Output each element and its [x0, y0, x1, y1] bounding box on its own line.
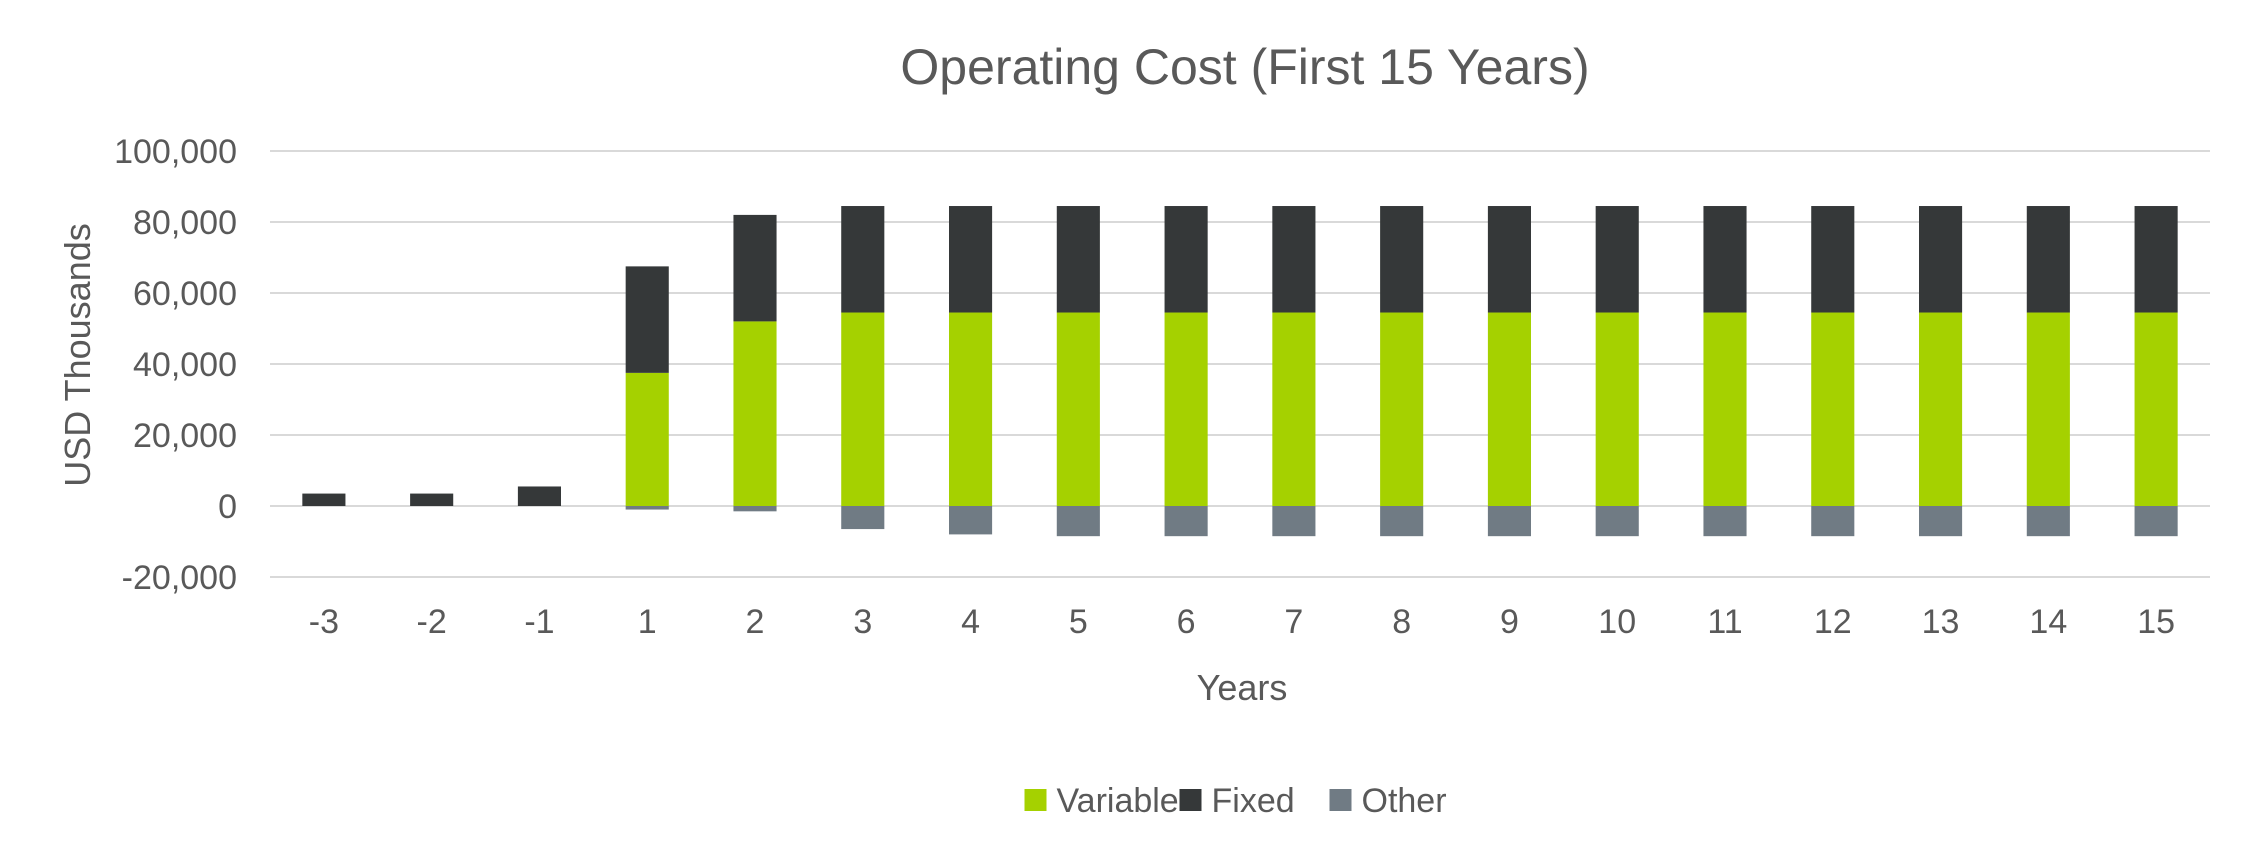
x-axis-ticks: -3 -2 -1 1 2 3 4 5 6 7 8 9 10 11 12 13 14 15 [309, 603, 2175, 641]
bar-variable [949, 312, 993, 506]
x-tick-label: 15 [2137, 603, 2175, 641]
legend-item-fixed: Fixed [1179, 782, 1295, 820]
bar-fixed [1272, 206, 1316, 313]
bars [302, 206, 2178, 537]
x-tick-label: 8 [1392, 603, 1411, 641]
bar-fixed [1703, 206, 1747, 313]
bar-variable [733, 321, 777, 506]
x-tick-label: 6 [1177, 603, 1196, 641]
chart-title: Operating Cost (First 15 Years) [900, 39, 1589, 95]
bar-other [949, 506, 993, 535]
x-tick-label: 12 [1814, 603, 1852, 641]
bar-fixed [733, 214, 777, 322]
gridlines [270, 150, 2210, 578]
bar-other [2134, 506, 2178, 537]
bar-fixed [2134, 206, 2178, 313]
bar-fixed [302, 493, 346, 506]
bar-fixed [949, 206, 993, 313]
bar-other [1272, 506, 1316, 537]
bar-other [1164, 506, 1208, 537]
x-tick-label: 3 [853, 603, 872, 641]
legend: Variable Fixed Other [1024, 782, 1447, 820]
legend-label: Variable [1057, 782, 1179, 820]
bar-fixed [1164, 206, 1208, 313]
x-tick-label: 13 [1922, 603, 1960, 641]
bar-variable [1056, 312, 1100, 506]
bar-variable [2026, 312, 2070, 506]
bar-other [2026, 506, 2070, 537]
bar-other [1595, 506, 1639, 537]
x-tick-label: -3 [309, 603, 339, 641]
x-tick-label: 7 [1284, 603, 1303, 641]
y-axis-ticks: -20,000 0 20,000 40,000 60,000 80,000 100,000 [114, 133, 237, 597]
bar-variable [1811, 312, 1855, 506]
bar-fixed [1056, 206, 1100, 313]
legend-swatch [1179, 789, 1202, 811]
bar-fixed [1487, 206, 1531, 313]
y-tick-label: 20,000 [133, 417, 237, 455]
bar-fixed [1595, 206, 1639, 313]
legend-item-other: Other [1329, 782, 1447, 820]
bar-other [1056, 506, 1100, 537]
y-tick-label: -20,000 [122, 559, 237, 597]
bar-variable [625, 372, 669, 506]
bar-variable [1272, 312, 1316, 506]
y-tick-label: 40,000 [133, 346, 237, 384]
y-tick-label: 100,000 [114, 133, 237, 171]
legend-item-variable: Variable [1024, 782, 1179, 820]
x-tick-label: 10 [1598, 603, 1636, 641]
x-tick-label: 4 [961, 603, 980, 641]
y-tick-label: 60,000 [133, 275, 237, 313]
legend-swatch [1024, 789, 1047, 811]
legend-label: Other [1362, 782, 1447, 820]
bar-variable [2134, 312, 2178, 506]
x-tick-label: -1 [524, 603, 554, 641]
legend-swatch [1329, 789, 1352, 811]
bar-fixed [410, 493, 454, 506]
x-tick-label: 2 [746, 603, 765, 641]
x-tick-label: -2 [417, 603, 447, 641]
bar-variable [1380, 312, 1424, 506]
bar-other [625, 506, 669, 510]
x-tick-label: 5 [1069, 603, 1088, 641]
bar-fixed [625, 266, 669, 373]
bar-other [841, 506, 885, 530]
y-tick-label: 0 [218, 488, 237, 526]
x-tick-label: 14 [2029, 603, 2067, 641]
legend-label: Fixed [1212, 782, 1295, 820]
x-tick-label: 11 [1707, 603, 1742, 641]
bar-other [1380, 506, 1424, 537]
bar-other [1811, 506, 1855, 537]
bar-fixed [841, 206, 885, 313]
bar-variable [1595, 312, 1639, 506]
x-tick-label: 1 [638, 603, 657, 641]
bar-variable [1919, 312, 1963, 506]
bar-other [1703, 506, 1747, 537]
bar-variable [1164, 312, 1208, 506]
x-axis-label: Years [1197, 667, 1288, 708]
y-tick-label: 80,000 [133, 204, 237, 242]
bar-variable [1703, 312, 1747, 506]
bar-variable [1487, 312, 1531, 506]
bar-other [733, 506, 777, 512]
bar-fixed [517, 486, 561, 506]
x-tick-label: 9 [1500, 603, 1519, 641]
bar-fixed [1811, 206, 1855, 313]
bar-fixed [1380, 206, 1424, 313]
bar-fixed [2026, 206, 2070, 313]
bar-variable [841, 312, 885, 506]
y-axis-label: USD Thousands [57, 223, 98, 486]
bar-other [1487, 506, 1531, 537]
bar-fixed [1919, 206, 1963, 313]
bar-other [1919, 506, 1963, 537]
